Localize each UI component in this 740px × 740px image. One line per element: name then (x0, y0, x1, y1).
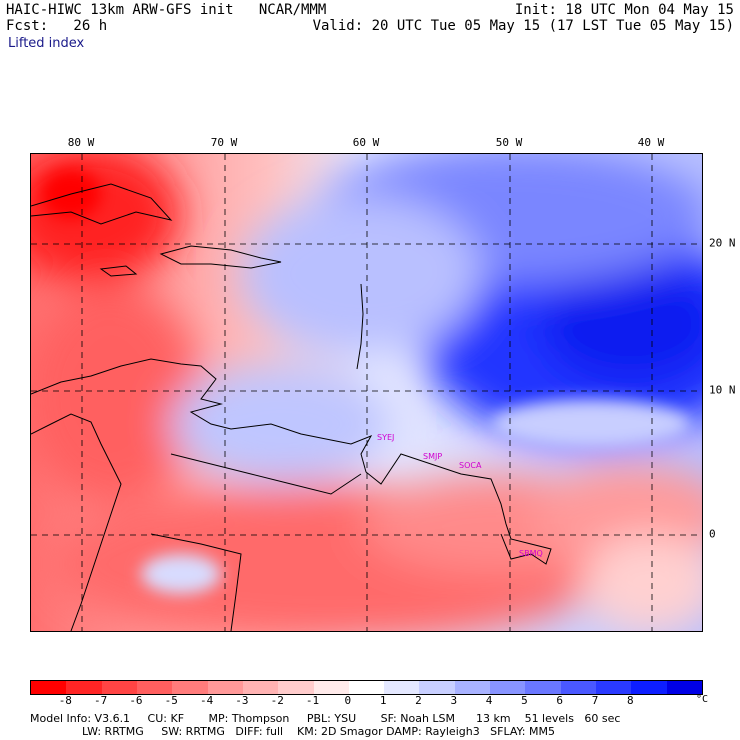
station-label: SYEJ (377, 433, 395, 442)
field-name: Lifted index (8, 36, 85, 51)
model-info-line2: LW: RRTMG SW: RRTMG DIFF: full KM: 2D Sm… (82, 725, 555, 738)
lat-label-10n: 10 N (709, 383, 736, 397)
legend-tick-label: 0 (344, 694, 352, 707)
lon-label-40w: 40 W (637, 136, 665, 149)
legend-tick-label: -8 (58, 694, 72, 707)
legend-swatch (101, 681, 137, 694)
lon-label-60w: 60 W (352, 136, 380, 149)
legend-tick-label: -1 (305, 694, 320, 707)
lat-label-0: 0 (709, 527, 716, 541)
legend-tick-label: -5 (164, 694, 178, 707)
legend-swatch (207, 681, 243, 694)
legend-tick-label: 4 (485, 694, 493, 707)
legend-tick-label: 3 (450, 694, 458, 707)
lon-label-50w: 50 W (495, 136, 523, 149)
valid-time: Valid: 20 UTC Tue 05 May 15 (17 LST Tue … (312, 18, 734, 34)
legend-tick-label: -4 (199, 694, 214, 707)
title-line: HAIC-HIWC 13km ARW-GFS init NCAR/MMM (6, 2, 327, 18)
legend-tick-label: 1 (379, 694, 387, 707)
legend-swatch (490, 681, 526, 694)
legend-swatch (666, 681, 702, 694)
legend-swatch (172, 681, 208, 694)
lifted-index-map: SYEJ SMJP SOCA SBMQ (30, 153, 703, 632)
legend-swatch (525, 681, 561, 694)
legend-tick-label: 8 (627, 694, 634, 707)
legend-swatch (66, 681, 102, 694)
legend-swatch (384, 681, 420, 694)
legend-swatch (454, 681, 491, 694)
legend-tick-label: 7 (591, 694, 599, 707)
station-label: SMJP (423, 452, 443, 461)
legend-tick-label: -2 (270, 694, 284, 707)
init-time: Init: 18 UTC Mon 04 May 15 (514, 2, 734, 18)
legend-swatch (313, 681, 349, 694)
legend-unit: °C (696, 694, 709, 705)
legend-swatch (278, 681, 314, 694)
forecast-hour: Fcst: 26 h (6, 18, 108, 34)
legend-tick-label: -7 (94, 694, 108, 707)
legend-swatch (596, 681, 632, 694)
legend-swatch (419, 681, 455, 694)
legend-swatch (560, 681, 596, 694)
legend-tick-label: 5 (521, 694, 528, 707)
lon-label-70w: 70 W (210, 136, 238, 149)
model-info-line1: Model Info: V3.6.1 CU: KF MP: Thompson P… (30, 712, 621, 725)
lon-label-80w: 80 W (67, 136, 95, 149)
lat-label-20n: 20 N (709, 236, 736, 250)
legend-tick-label: 6 (556, 694, 564, 707)
station-label: SOCA (459, 461, 482, 470)
legend-swatch (631, 681, 667, 694)
legend-tick-label: -3 (235, 694, 249, 707)
legend-tick-label: -6 (129, 694, 143, 707)
legend-swatch (136, 681, 173, 694)
station-label: SBMQ (519, 549, 543, 558)
legend-swatch (242, 681, 279, 694)
legend-tick-label: 2 (415, 694, 422, 707)
legend-swatch (31, 681, 67, 694)
color-scale-bar (30, 680, 703, 695)
legend-swatch (348, 681, 385, 694)
